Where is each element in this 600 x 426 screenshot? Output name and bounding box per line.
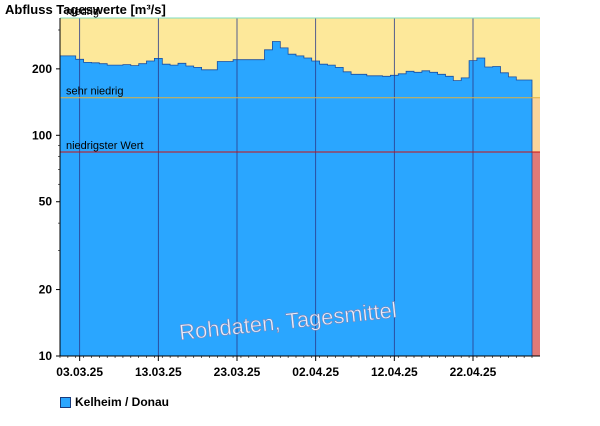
threshold-lines: niedrig sehr niedrig niedrigster Wert [60, 6, 540, 153]
y-tick-label: 200 [32, 62, 52, 76]
legend-label: Kelheim / Donau [75, 395, 170, 409]
x-tick-label: 22.04.25 [450, 365, 497, 379]
axes [59, 18, 540, 357]
series-kelheim-donau [59, 41, 533, 357]
threshold-label: sehr niedrig [66, 86, 123, 98]
threshold-label: niedrig [66, 6, 99, 18]
y-tick-label: 10 [39, 349, 53, 363]
x-tick-label: 03.03.25 [56, 365, 103, 379]
threshold-label: niedrigster Wert [66, 140, 143, 152]
y-tick-label: 50 [39, 195, 53, 209]
x-tick-label: 23.03.25 [214, 365, 261, 379]
y-tick-label: 100 [32, 128, 52, 142]
legend: Kelheim / Donau [60, 395, 169, 409]
x-tick-label: 13.03.25 [135, 365, 182, 379]
y-tick-labels: 10 20 50 100 200 [32, 29, 60, 363]
legend-swatch [60, 396, 71, 408]
x-tick-labels: 03.03.25 13.03.25 23.03.25 02.04.25 12.04.25… [56, 356, 533, 379]
chart-title: Abfluss Tageswerte [m³/s] [5, 2, 166, 17]
y-tick-label: 20 [39, 283, 53, 297]
x-tick-label: 02.04.25 [292, 365, 339, 379]
grid-lines [79, 18, 474, 356]
series-area [59, 41, 533, 357]
x-tick-label: 12.04.25 [371, 365, 418, 379]
